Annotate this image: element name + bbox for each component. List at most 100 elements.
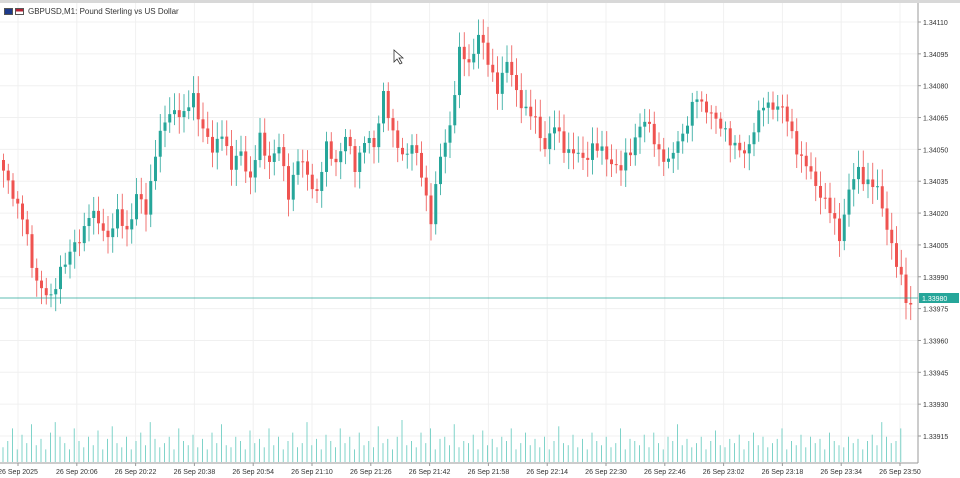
candle-bull [686, 125, 689, 134]
candle-bear [809, 166, 813, 172]
candle-bear [880, 186, 884, 209]
candle-bull [524, 106, 528, 109]
candle-bull [553, 127, 556, 134]
candle-bull [234, 155, 238, 170]
candle-bull [154, 156, 157, 182]
candle-bear [25, 219, 29, 235]
candle-bear [420, 152, 423, 178]
candle-bear [106, 230, 110, 238]
candle-bull [253, 160, 257, 178]
y-tick-label: 1.34080 [923, 84, 948, 91]
candle-bear [353, 146, 357, 172]
candle-bear [310, 174, 314, 190]
candle-bull [258, 132, 262, 161]
current-price-label: 1.33980 [922, 296, 947, 303]
candle-bull [135, 194, 138, 220]
candle-bear [543, 138, 547, 150]
candle-bear [315, 189, 319, 191]
candle-bear [705, 101, 708, 113]
y-tick-label: 1.33990 [923, 275, 948, 282]
candle-bear [895, 243, 898, 267]
candle-bear [481, 34, 485, 43]
candle-bull [633, 137, 637, 156]
candle-bear [904, 274, 908, 303]
candle-bear [30, 234, 34, 268]
candle-bear [35, 267, 39, 281]
candle-bear [282, 147, 286, 167]
candle-bull [576, 152, 580, 154]
candle-bear [838, 218, 841, 242]
candle-bear [21, 203, 24, 220]
y-tick-label: 1.34020 [923, 211, 948, 218]
candle-bull [339, 151, 343, 163]
candle-bear [301, 161, 305, 163]
candle-bull [472, 53, 476, 63]
candle-bear [714, 112, 718, 119]
candle-bear [491, 64, 495, 73]
candle-bear [510, 61, 514, 75]
candle-bull [82, 226, 86, 244]
candle-bear [16, 198, 20, 204]
candle-bear [709, 112, 713, 114]
candle-bear [785, 106, 789, 122]
flag-gb-icon [4, 7, 13, 15]
candle-bear [861, 166, 865, 185]
candle-bull [857, 166, 860, 180]
x-tick-label: 26 Sep 2025 [0, 469, 38, 476]
candle-bull [182, 111, 186, 118]
x-tick-label: 26 Sep 20:54 [232, 469, 274, 476]
x-tick-label: 26 Sep 23:34 [820, 469, 862, 476]
candle-bear [662, 149, 666, 162]
candle-bear [529, 106, 533, 117]
candle-bull [382, 91, 385, 124]
candle-bear [244, 151, 248, 172]
candle-bull [73, 242, 77, 252]
candle-bear [562, 131, 566, 153]
x-tick-label: 26 Sep 21:58 [468, 469, 510, 476]
candle-bull [63, 264, 67, 267]
symbol-header: GBPUSD,M1: Pound Sterling vs US Dollar [4, 5, 179, 17]
candle-bull [168, 114, 172, 123]
candle-bear [534, 116, 537, 118]
candle-bull [443, 142, 447, 157]
candle-bear [496, 72, 499, 94]
candle-bear [401, 147, 404, 155]
candle-bull [405, 153, 409, 155]
candle-bear [728, 128, 732, 146]
candle-bull [638, 126, 642, 138]
candle-bull [163, 122, 167, 131]
candle-bear [44, 288, 48, 296]
candle-bull [548, 133, 552, 150]
candle-bear [657, 144, 661, 150]
y-tick-label: 1.34035 [923, 179, 948, 186]
candle-bear [206, 128, 210, 137]
candle-bear [372, 137, 376, 148]
candle-bear [144, 199, 148, 215]
candle-bull [667, 158, 670, 162]
candle-bull [296, 161, 300, 175]
y-tick-label: 1.33930 [923, 402, 948, 409]
candle-bear [738, 142, 742, 151]
candle-bull [600, 146, 604, 151]
candle-bull [733, 142, 737, 146]
candle-bull [344, 136, 347, 152]
candle-bull [453, 95, 457, 126]
candle-bull [500, 72, 504, 94]
candle-bear [890, 229, 894, 244]
candle-bull [149, 181, 153, 215]
candle-bear [614, 164, 618, 166]
x-tick-label: 26 Sep 23:50 [879, 469, 921, 476]
candle-bear [424, 177, 428, 196]
candle-bull [477, 34, 480, 54]
candle-bear [909, 302, 913, 305]
candle-bear [268, 155, 271, 162]
candle-bear [120, 209, 124, 226]
candle-bear [619, 165, 623, 171]
candle-bear [462, 46, 466, 60]
candle-bear [800, 154, 803, 156]
candle-bear [11, 180, 15, 199]
candle-bear [719, 118, 723, 129]
candle-bear [78, 242, 81, 244]
